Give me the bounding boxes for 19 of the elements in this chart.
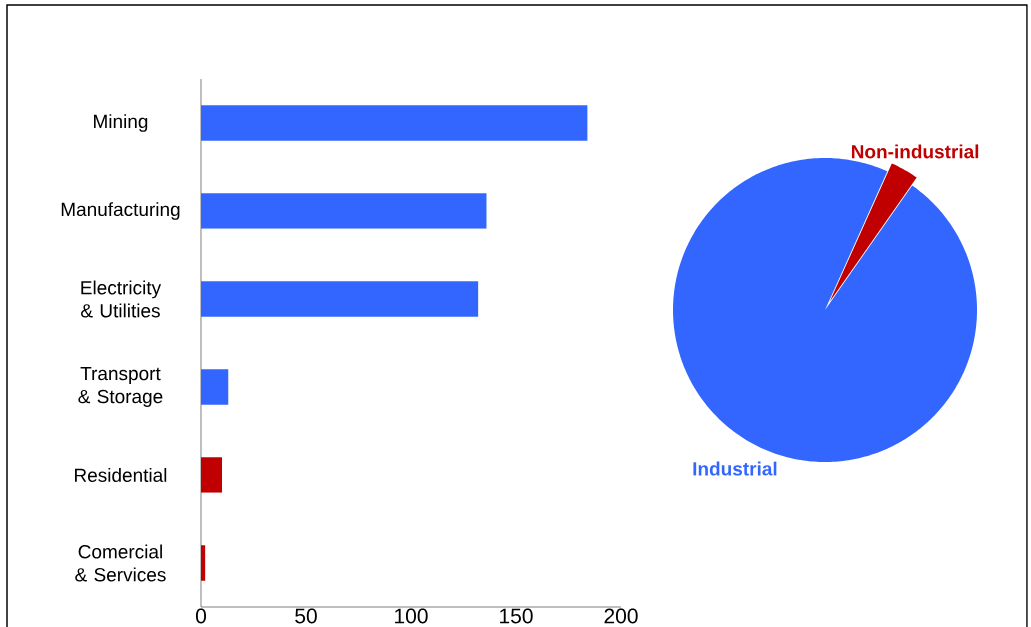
- bar: [201, 457, 222, 493]
- y-tick-label: Mining: [94, 114, 148, 132]
- y-tick-label: Electricity & Utilities: [81, 280, 162, 318]
- slice-label: Non-industrial: [851, 144, 979, 159]
- y-tick-label: Residential: [75, 468, 167, 482]
- bar: [201, 369, 229, 405]
- x-tick-label: 100: [395, 608, 428, 624]
- y-tick-label: Comercial & Services: [75, 544, 166, 582]
- bar: [201, 105, 588, 141]
- x-tick-label: 200: [604, 608, 638, 624]
- x-tick-label: 0: [195, 608, 207, 624]
- x-tick-label: 150: [500, 608, 533, 624]
- y-tick-label: Manufacturing: [61, 202, 180, 220]
- bar: [201, 545, 206, 581]
- slice-label: Industrial: [693, 461, 777, 476]
- bar: [201, 281, 479, 317]
- bar: [201, 193, 487, 229]
- y-tick-label: Transport & Storage: [78, 367, 163, 407]
- x-tick-label: 50: [295, 608, 317, 624]
